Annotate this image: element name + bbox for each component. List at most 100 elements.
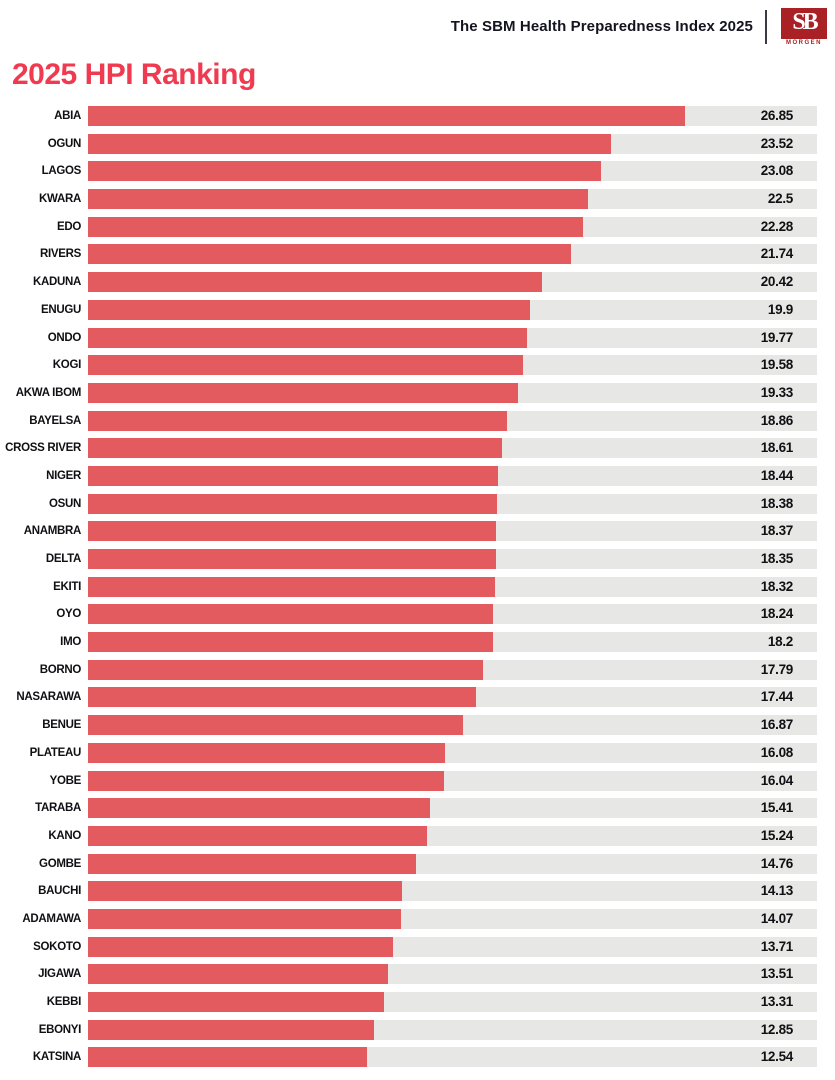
state-label: EKITI [53,580,81,593]
bar-track: 14.76 [88,853,817,874]
bar-fill [88,382,518,403]
bar-track: 18.37 [88,521,817,542]
page-title: 2025 HPI Ranking [12,58,256,91]
value-label: 13.31 [760,994,794,1009]
bar-fill [88,770,445,791]
bar-track: 16.87 [88,715,817,736]
value-label: 19.77 [760,329,794,345]
chart-row: KADUNA 20.42 [0,272,835,293]
value-label: 23.52 [760,135,794,151]
state-label: KADUNA [32,276,81,289]
state-label: BAYELSA [29,414,81,427]
state-label: ONDO [47,331,82,344]
state-label: YOBE [49,774,82,787]
bar-track: 22.5 [88,189,817,210]
state-label: DELTA [45,553,81,565]
bar-track: 19.77 [88,327,817,348]
value-label: 15.41 [760,800,794,816]
bar-track: 18.2 [88,632,817,653]
value-label: 15.24 [760,827,794,843]
bar-fill [88,272,542,293]
chart-row: LAGOS 23.08 [0,161,835,182]
chart-row: KOGI 19.58 [0,355,835,376]
chart-row: KWARA 22.5 [0,189,835,210]
chart-row: EBONYI 12.85 [0,1019,835,1040]
value-label: 19.9 [767,301,793,317]
bar-fill [88,853,417,874]
value-label: 18.35 [760,551,794,566]
state-label: OYO [56,608,81,621]
report-title: The SBM Health Preparedness Index 2025 [450,18,753,35]
sbm-logo-icon: SB [781,7,827,39]
state-label: GOMBE [39,857,81,870]
bar-track: 17.79 [88,659,817,680]
bar-fill [88,161,601,182]
state-label: TARABA [35,802,81,815]
chart-row: CROSS RIVER 18.61 [0,438,835,459]
sbm-logo: SB MORGEN [781,7,827,46]
bar-chart: ABIA 26.85 OGUN 23.52 LAGOS 23.08 KWARA … [0,106,835,1068]
chart-row: BENUE 16.87 [0,715,835,736]
value-label: 17.44 [760,689,794,705]
chart-row: NASARAWA 17.44 [0,687,835,708]
bar-fill [88,576,496,597]
state-label: BAUCHI [38,885,81,898]
bar-track: 18.24 [88,604,817,625]
header-divider [765,9,767,44]
value-label: 13.51 [760,966,794,982]
chart-row: EDO 22.28 [0,216,835,237]
chart-row: DELTA 18.35 [0,549,835,569]
chart-row: KEBBI 13.31 [0,992,835,1012]
bar-track: 21.74 [88,244,817,265]
bar-track: 13.31 [88,992,817,1012]
bar-track: 18.86 [88,410,817,431]
value-label: 12.54 [760,1049,794,1065]
bar-track: 17.44 [88,687,817,708]
bar-track: 18.61 [88,438,817,459]
state-label: RIVERS [39,248,81,261]
bar-fill [88,244,572,265]
bar-fill [88,936,393,957]
state-label: KANO [48,829,81,842]
state-label: JIGAWA [38,968,81,981]
chart-row: PLATEAU 16.08 [0,742,835,763]
bar-track: 16.04 [88,770,817,791]
bar-track: 22.28 [88,216,817,237]
value-label: 26.85 [760,108,794,123]
value-label: 13.71 [760,938,794,954]
state-label: ANAMBRA [23,525,82,538]
chart-row: AKWA IBOM 19.33 [0,382,835,403]
bar-fill [88,715,463,736]
bar-track: 13.71 [88,936,817,957]
value-label: 22.28 [760,218,794,234]
value-label: 18.24 [760,606,794,622]
bar-fill [88,299,531,320]
state-label: BORNO [39,663,82,676]
value-label: 16.87 [760,717,794,733]
chart-row: JIGAWA 13.51 [0,964,835,985]
bar-track: 19.58 [88,355,817,376]
value-label: 14.76 [760,855,794,871]
state-label: KEBBI [46,996,82,1008]
value-label: 19.33 [760,384,794,400]
value-label: 18.37 [760,523,794,539]
header: The SBM Health Preparedness Index 2025 S… [0,0,835,48]
bar-fill [88,355,524,376]
state-label: OGUN [47,137,82,150]
bar-track: 23.52 [88,133,817,154]
state-label: ADAMAWA [22,912,81,925]
bar-track: 19.9 [88,299,817,320]
value-label: 18.44 [760,467,794,483]
bar-track: 14.13 [88,881,817,902]
chart-row: NIGER 18.44 [0,465,835,486]
bar-fill [88,798,431,819]
chart-row: ONDO 19.77 [0,327,835,348]
chart-row: ANAMBRA 18.37 [0,521,835,542]
state-label: EDO [56,220,81,233]
bar-fill [88,659,484,680]
state-label: KOGI [52,359,82,372]
value-label: 18.86 [760,412,794,428]
bar-track: 12.85 [88,1019,817,1040]
chart-row: OSUN 18.38 [0,493,835,514]
bar-fill [88,438,502,459]
